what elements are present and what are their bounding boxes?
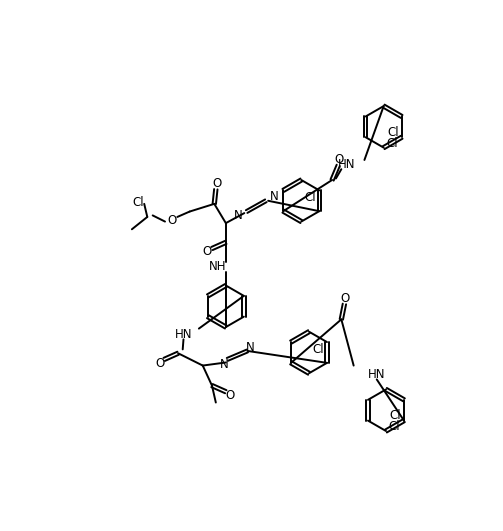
Text: HN: HN bbox=[338, 158, 355, 171]
Text: Cl: Cl bbox=[312, 342, 324, 356]
Text: N: N bbox=[234, 209, 243, 222]
Text: O: O bbox=[203, 245, 212, 258]
Text: Cl: Cl bbox=[133, 196, 144, 209]
Text: O: O bbox=[167, 213, 177, 227]
Text: N: N bbox=[220, 357, 229, 371]
Text: O: O bbox=[341, 292, 350, 305]
Text: HN: HN bbox=[368, 369, 385, 381]
Text: N: N bbox=[270, 191, 279, 203]
Text: O: O bbox=[212, 177, 221, 190]
Text: Cl: Cl bbox=[387, 126, 398, 139]
Text: HN: HN bbox=[175, 328, 192, 341]
Text: N: N bbox=[246, 340, 255, 354]
Text: Cl: Cl bbox=[305, 191, 316, 204]
Text: O: O bbox=[155, 357, 164, 370]
Text: O: O bbox=[226, 389, 235, 402]
Text: Cl: Cl bbox=[389, 409, 401, 423]
Text: Cl: Cl bbox=[386, 136, 397, 150]
Text: Cl: Cl bbox=[388, 420, 400, 433]
Text: O: O bbox=[334, 153, 344, 167]
Text: NH: NH bbox=[209, 260, 227, 273]
